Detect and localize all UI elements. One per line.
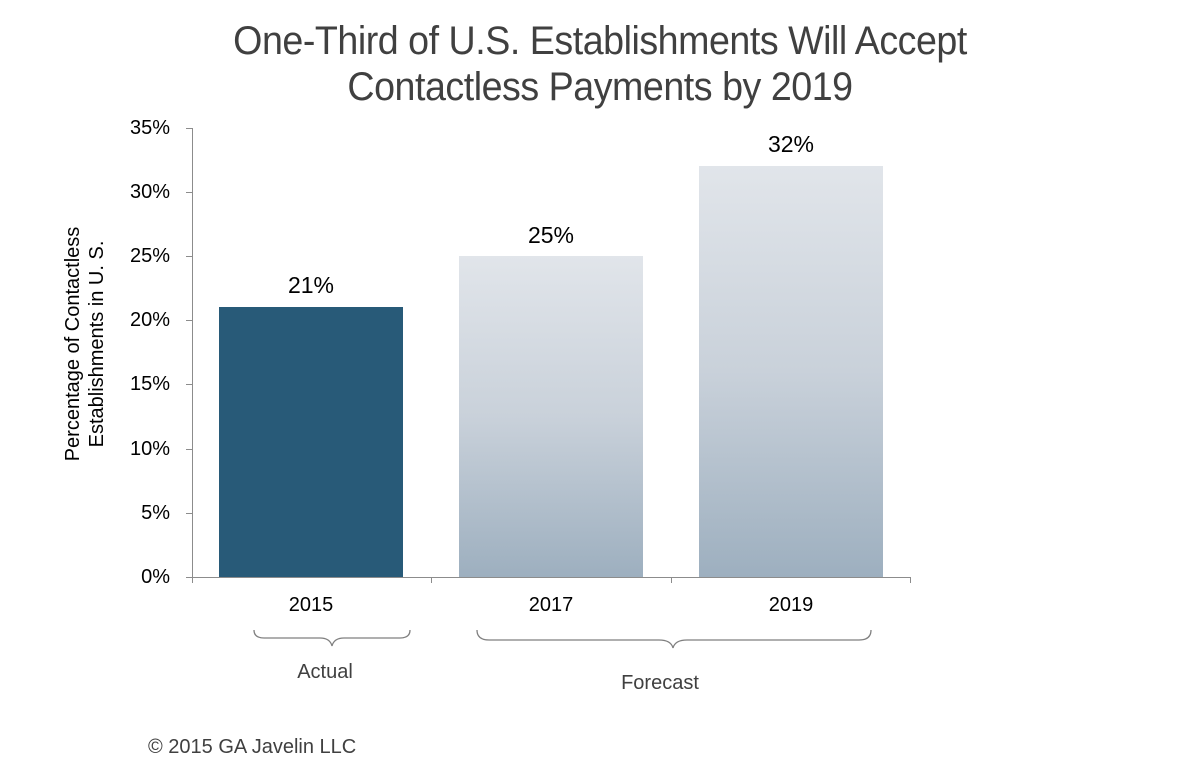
y-tick-mark xyxy=(186,128,192,129)
chart-title: One-Third of U.S. Establishments Will Ac… xyxy=(0,18,1200,110)
chart-title-line-1: One-Third of U.S. Establishments Will Ac… xyxy=(233,19,967,63)
y-tick-mark xyxy=(186,577,192,578)
data-label-2015: 21% xyxy=(287,272,335,298)
x-tick-mark xyxy=(431,577,432,583)
y-tick-mark xyxy=(186,192,192,193)
copyright-footer: © 2015 GA Javelin LLC xyxy=(148,736,357,758)
x-tick-mark xyxy=(671,577,672,583)
y-tick-label: 0% xyxy=(141,566,170,588)
y-tick-mark xyxy=(186,513,192,514)
y-axis-label: Percentage of Contactless Establishments… xyxy=(61,164,109,524)
actual-brace xyxy=(253,629,411,647)
x-tick-label-2017: 2017 xyxy=(528,594,574,616)
y-tick-label: 5% xyxy=(141,502,170,524)
x-tick-label-2015: 2015 xyxy=(288,594,334,616)
bar-2015 xyxy=(219,307,403,577)
x-axis xyxy=(192,577,911,578)
y-axis xyxy=(192,128,193,577)
y-tick-label: 15% xyxy=(129,373,170,395)
x-tick-mark xyxy=(910,577,911,583)
y-tick-mark xyxy=(186,256,192,257)
y-tick-label: 10% xyxy=(129,438,170,460)
y-tick-label: 35% xyxy=(129,117,170,139)
y-tick-mark xyxy=(186,449,192,450)
y-tick-label: 20% xyxy=(129,309,170,331)
y-tick-label: 30% xyxy=(129,181,170,203)
group-label-actual: Actual xyxy=(297,661,353,683)
x-tick-mark xyxy=(192,577,193,583)
y-axis-label-line-2: Establishments in U. S. xyxy=(86,240,108,448)
chart-title-line-2: Contactless Payments by 2019 xyxy=(347,65,853,109)
forecast-brace xyxy=(476,629,872,649)
bar-2017 xyxy=(459,256,643,577)
y-axis-label-line-1: Percentage of Contactless xyxy=(62,226,84,462)
x-tick-label-2019: 2019 xyxy=(768,594,814,616)
data-label-2019: 32% xyxy=(767,131,815,157)
y-tick-mark xyxy=(186,320,192,321)
group-label-forecast: Forecast xyxy=(621,672,699,694)
bar-2019 xyxy=(699,166,883,577)
data-label-2017: 25% xyxy=(527,222,575,248)
y-tick-mark xyxy=(186,384,192,385)
y-tick-label: 25% xyxy=(129,245,170,267)
